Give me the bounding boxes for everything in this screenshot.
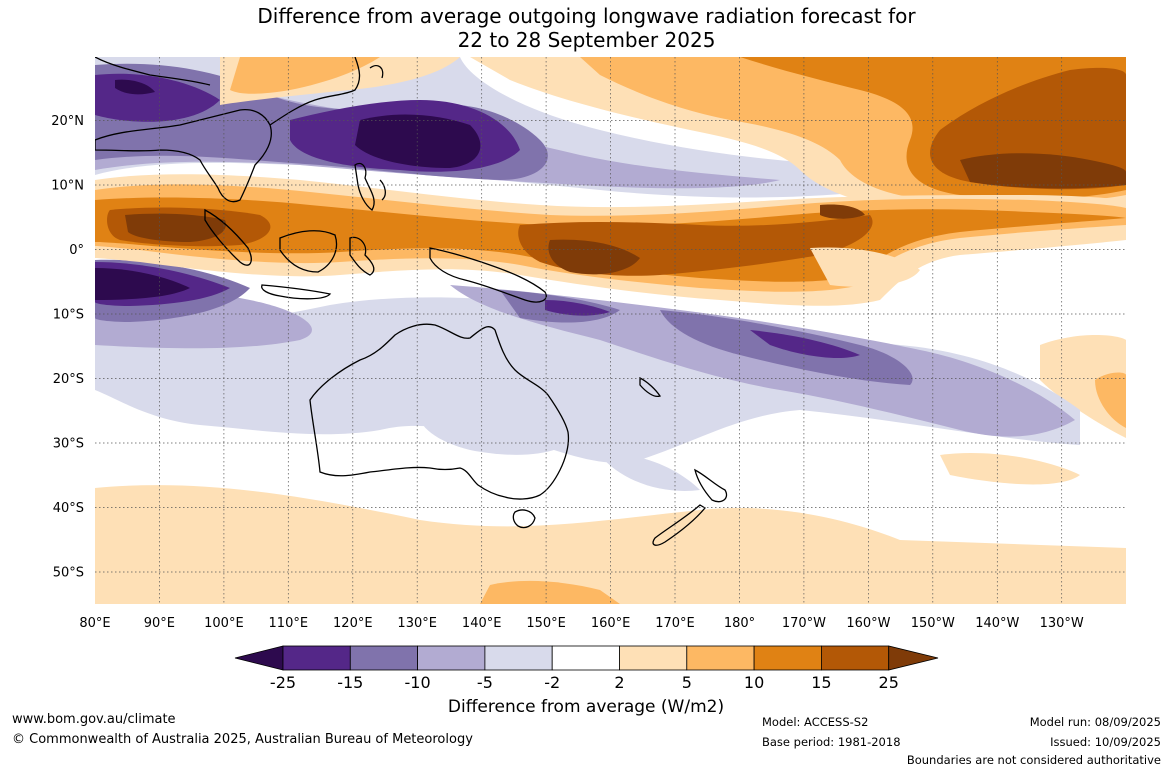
lat-label: 20°N	[51, 114, 84, 129]
title-line-1: Difference from average outgoing longwav…	[257, 4, 916, 28]
lat-label: 20°S	[53, 372, 84, 387]
lat-label: 10°N	[51, 179, 84, 194]
colorbar-max-arrow	[888, 645, 939, 671]
lon-label: 160°E	[591, 616, 631, 631]
lon-label: 100°E	[204, 616, 244, 631]
colorbar-swatch	[484, 645, 553, 671]
colorbar-tick: 15	[811, 673, 831, 692]
colorbar-tick: -15	[337, 673, 363, 692]
lon-label: 130°E	[397, 616, 437, 631]
lon-label: 90°E	[144, 616, 175, 631]
colorbar-swatch	[753, 645, 822, 671]
lon-label: 80°E	[79, 616, 110, 631]
colorbar-swatch	[821, 645, 890, 671]
website-link[interactable]: www.bom.gov.au/climate	[12, 712, 176, 727]
lon-label: 130°W	[1040, 616, 1084, 631]
lon-label: 140°W	[975, 616, 1019, 631]
colorbar-swatch	[417, 645, 486, 671]
model-name: Model: ACCESS-S2	[762, 715, 869, 729]
lon-label: 170°E	[655, 616, 695, 631]
latitude-labels: 20°N 10°N 0° 10°S 20°S 30°S 40°S 50°S	[51, 114, 84, 581]
colorbar-tick: 2	[614, 673, 624, 692]
colorbar: -25 -15 -10 -5 -2 2 5 10 15 25 Differenc…	[234, 645, 939, 717]
colorbar-min-arrow	[234, 645, 284, 671]
colorbar-tick: -25	[270, 673, 296, 692]
lon-label: 150°W	[911, 616, 955, 631]
issued-date: Issued: 10/09/2025	[1050, 735, 1161, 749]
colorbar-tick: 25	[879, 673, 899, 692]
lat-label: 0°	[69, 243, 84, 258]
lon-label: 180°	[724, 616, 755, 631]
lon-label: 120°E	[333, 616, 373, 631]
colorbar-swatch	[349, 645, 418, 671]
lon-label: 150°E	[526, 616, 566, 631]
boundaries-disclaimer: Boundaries are not considered authoritat…	[906, 753, 1161, 767]
title-line-2: 22 to 28 September 2025	[457, 28, 716, 52]
graticule	[95, 57, 1126, 604]
lon-label: 170°W	[782, 616, 826, 631]
colorbar-title: Difference from average (W/m2)	[448, 697, 724, 717]
colorbar-swatch	[686, 645, 755, 671]
longitude-labels: 80°E 90°E 100°E 110°E 120°E 130°E 140°E …	[79, 616, 1084, 631]
colorbar-swatch	[619, 645, 688, 671]
coastlines	[95, 57, 728, 546]
base-period: Base period: 1981-2018	[762, 735, 901, 749]
colorbar-tick: -2	[544, 673, 560, 692]
colorbar-tick: -5	[477, 673, 493, 692]
colorbar-tick: 5	[682, 673, 692, 692]
lat-label: 10°S	[53, 308, 84, 323]
lon-label: 110°E	[269, 616, 309, 631]
colorbar-tick: 10	[744, 673, 764, 692]
lat-label: 40°S	[53, 501, 84, 516]
lat-label: 50°S	[53, 566, 84, 581]
colorbar-tick: -10	[405, 673, 431, 692]
map-title: Difference from average outgoing longwav…	[0, 4, 1173, 52]
lon-label: 160°W	[846, 616, 890, 631]
lat-label: 30°S	[53, 437, 84, 452]
copyright-text: © Commonwealth of Australia 2025, Austra…	[12, 732, 473, 747]
colorbar-swatch	[282, 645, 351, 671]
lon-label: 140°E	[462, 616, 502, 631]
colorbar-swatch	[551, 645, 620, 671]
model-run-date: Model run: 08/09/2025	[1029, 715, 1161, 729]
